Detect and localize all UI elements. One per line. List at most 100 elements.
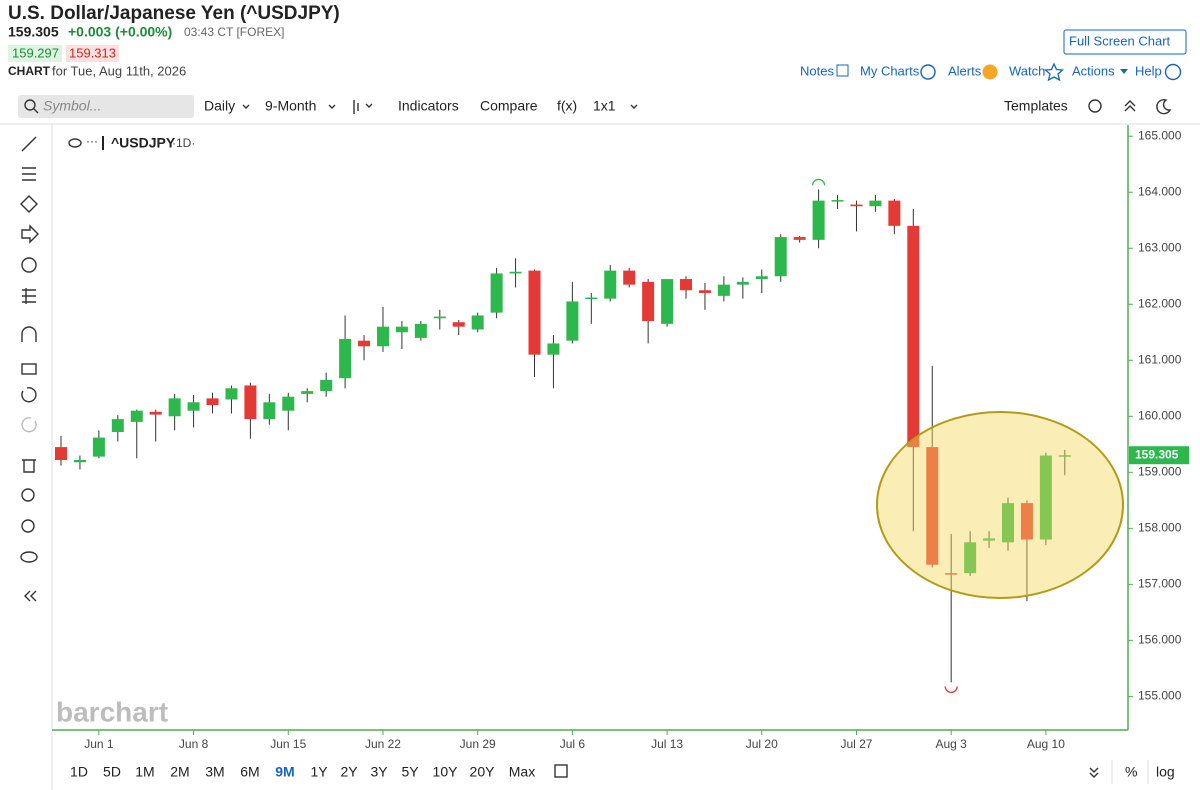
- candle-body: [168, 398, 181, 417]
- tool-magnet[interactable]: [21, 326, 37, 342]
- tool-zoom-out[interactable]: [21, 519, 35, 533]
- dropdown-caret: [242, 104, 250, 109]
- header-link[interactable]: Watch: [1009, 63, 1045, 78]
- tool-measure[interactable]: [22, 288, 36, 304]
- x-tick-label: Jun 8: [179, 737, 209, 751]
- sidebar: [20, 136, 39, 602]
- high-marker: [811, 178, 826, 186]
- tool-zoom-in[interactable]: [21, 488, 35, 502]
- tool-redo[interactable]: [21, 417, 37, 433]
- collapse-sidebar[interactable]: [24, 590, 37, 602]
- tool-delete[interactable]: [22, 459, 36, 473]
- candle-body: [528, 270, 541, 355]
- percent-toggle[interactable]: %: [1125, 764, 1137, 780]
- chart-label: CHART: [8, 64, 51, 78]
- range-button[interactable]: 2Y: [340, 764, 358, 780]
- settings-icon[interactable]: [1088, 99, 1102, 113]
- search-placeholder[interactable]: Symbol...: [43, 98, 101, 114]
- header-link[interactable]: Actions: [1072, 63, 1115, 78]
- time: 03:43 CT [FOREX]: [184, 25, 284, 39]
- candle-body: [73, 459, 86, 463]
- tool-count[interactable]: [21, 257, 37, 273]
- candle-body: [850, 204, 863, 207]
- y-tick-label: 155.000: [1138, 689, 1182, 703]
- header-link[interactable]: Help: [1135, 63, 1162, 78]
- candle-body: [793, 237, 806, 240]
- y-tick-label: 162.000: [1138, 296, 1182, 310]
- search-icon: [33, 108, 39, 114]
- candle-body: [698, 290, 711, 294]
- candle-body: [55, 447, 67, 460]
- watch-icon: [1043, 62, 1065, 82]
- tool-lock[interactable]: [21, 363, 37, 375]
- candle-body: [395, 326, 408, 333]
- y-tick-label: 157.000: [1138, 577, 1182, 591]
- range-button[interactable]: 5Y: [401, 764, 419, 780]
- candle-body: [452, 322, 465, 327]
- range-button[interactable]: 5D: [103, 764, 121, 780]
- toolbar-item[interactable]: f(x): [557, 98, 577, 114]
- watermark: barchart: [56, 696, 168, 727]
- expand-icon[interactable]: [1089, 767, 1099, 778]
- candle-body: [964, 542, 977, 574]
- tool-undo[interactable]: [21, 387, 37, 403]
- full-screen-button[interactable]: [1063, 29, 1187, 55]
- candle-body: [642, 281, 655, 322]
- x-tick-label: Jun 15: [270, 737, 306, 751]
- header-link[interactable]: Notes: [800, 63, 834, 78]
- full-screen-label[interactable]: Full Screen Chart: [1069, 33, 1171, 48]
- candle-body: [1058, 455, 1071, 457]
- range-button[interactable]: Max: [509, 764, 535, 780]
- toolbar-item[interactable]: 1x1: [593, 98, 616, 114]
- candle-body: [831, 200, 844, 202]
- theme-icon[interactable]: [1156, 98, 1172, 115]
- log-toggle[interactable]: log: [1156, 764, 1175, 780]
- legend-eye[interactable]: [68, 138, 82, 148]
- range-button[interactable]: 1D: [70, 764, 88, 780]
- tool-line[interactable]: [21, 136, 37, 152]
- candle-body: [414, 323, 427, 338]
- header-link[interactable]: My Charts: [860, 63, 920, 78]
- alerts-icon: [982, 64, 998, 80]
- candle-body: [926, 447, 939, 565]
- actions-caret: [1120, 69, 1128, 74]
- last-price-label: 159.305: [1135, 447, 1179, 461]
- range-button[interactable]: 9M: [275, 764, 294, 780]
- y-tick-label: 163.000: [1138, 240, 1182, 254]
- dropdown-caret: [328, 104, 336, 109]
- candle-body: [717, 284, 730, 296]
- calendar-icon[interactable]: [554, 764, 568, 778]
- templates[interactable]: Templates: [1004, 98, 1068, 114]
- toolbar-item[interactable]: 9-Month: [265, 98, 316, 114]
- candle-body: [1020, 503, 1033, 540]
- range-button[interactable]: 6M: [240, 764, 259, 780]
- range-button[interactable]: 2M: [170, 764, 189, 780]
- tool-shape[interactable]: [20, 195, 38, 213]
- range-button[interactable]: 1M: [135, 764, 154, 780]
- candle-body: [244, 385, 257, 420]
- my-charts-icon: [920, 64, 936, 80]
- range-button[interactable]: 10Y: [433, 764, 459, 780]
- collapse-icon[interactable]: [1124, 100, 1136, 112]
- tool-fib[interactable]: [22, 167, 36, 181]
- candle-body: [907, 225, 920, 448]
- links: Notes My Charts Alerts Watch Actions Help: [800, 62, 1182, 82]
- range-button[interactable]: 20Y: [470, 764, 496, 780]
- toolbar-item[interactable]: Indicators: [398, 98, 459, 114]
- candle-body: [736, 281, 749, 285]
- range-button[interactable]: 3M: [205, 764, 224, 780]
- range-button[interactable]: 1Y: [310, 764, 328, 780]
- header-link[interactable]: Alerts: [948, 63, 982, 78]
- tool-visibility[interactable]: [20, 551, 38, 563]
- candle-body: [604, 270, 617, 299]
- search-box[interactable]: [18, 95, 194, 118]
- y-tick-label: 161.000: [1138, 352, 1182, 366]
- legend-menu[interactable]: ···: [86, 134, 98, 148]
- toolbar-item[interactable]: Compare: [480, 98, 538, 114]
- toolbar-item[interactable]: Daily: [204, 98, 235, 114]
- chart-style-icon[interactable]: [353, 100, 373, 114]
- tool-arrow[interactable]: [21, 224, 39, 244]
- range-button[interactable]: 3Y: [370, 764, 388, 780]
- price: 159.305: [8, 24, 59, 40]
